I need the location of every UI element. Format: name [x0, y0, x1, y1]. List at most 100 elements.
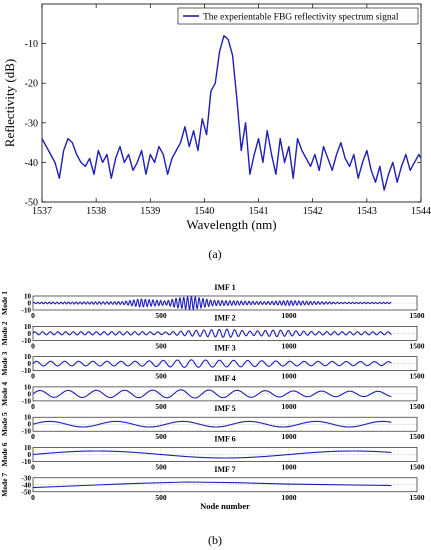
imf-x-tick-label: 1000	[282, 463, 297, 472]
imf-x-tick-label: 1500	[410, 341, 425, 350]
imf-x-tick-label: 1500	[410, 432, 425, 441]
imf-y-axis-label: Mode 1	[0, 291, 9, 315]
imf-signal-line	[32, 328, 392, 338]
imf-signal-line	[32, 295, 392, 311]
imf-x-tick-label: 1000	[282, 402, 297, 411]
imf-x-tick-label: 1500	[410, 493, 425, 502]
imf-y-tick-label: 0	[28, 300, 32, 308]
imf-y-tick-label: -10	[22, 397, 32, 405]
imf-y-tick-label: 0	[28, 330, 32, 338]
plot-frame	[41, 3, 422, 203]
imf-y-tick-label: 10	[24, 444, 32, 452]
imf-signal-line	[32, 420, 392, 428]
imf-x-tick-label: 500	[155, 432, 167, 441]
imf-title: IMF 1	[214, 283, 235, 292]
imf-title: IMF 2	[214, 313, 235, 322]
imf-signal-line	[32, 481, 392, 489]
y-tick-label: -20	[25, 79, 38, 90]
imf-y-axis-label: Mode 3	[0, 351, 9, 375]
x-tick-label: 1540	[194, 206, 214, 217]
legend: The experientable FBG reflectivity spect…	[177, 7, 419, 25]
imf-y-tick-label: 0	[28, 390, 32, 398]
imf-y-tick-label: -10	[22, 458, 32, 466]
imf-y-tick-label: -10	[22, 428, 32, 436]
panel-a-chart: 1537 1538 1539 1540 1541 1542 1543 1544 -50 -40 -3…	[2, 3, 431, 232]
imf-x-tick-label: 0	[31, 402, 35, 411]
imf-x-axis-label: Node number	[200, 501, 250, 511]
x-tick-label: 1544	[411, 206, 431, 217]
imf-title: IMF 5	[214, 404, 235, 413]
imf-y-tick-label: -30	[22, 474, 32, 482]
imf-signal-line	[32, 359, 392, 368]
imf-y-axis-label: Mode 6	[0, 442, 9, 466]
imf-x-tick-label: 1500	[410, 463, 425, 472]
spectrum-line	[41, 34, 422, 191]
y-tick-label: -50	[25, 198, 38, 209]
imf-y-axis-label: Mode 4	[0, 382, 9, 406]
legend-box	[177, 7, 419, 25]
x-axis-label: Wavelength (nm)	[186, 217, 276, 232]
imf-y-tick-label: -40	[22, 481, 32, 489]
imf-y-axis-label: Mode 7	[0, 473, 9, 497]
x-tick-label: 1541	[249, 206, 269, 217]
imf-x-tick-label: 1000	[282, 311, 297, 320]
imf-title: IMF 7	[214, 465, 235, 474]
imf-x-tick-label: 1000	[282, 341, 297, 350]
imf-x-tick-label: 500	[155, 493, 167, 502]
imf-x-tick-label: 500	[155, 311, 167, 320]
imf-y-tick-label: 0	[28, 451, 32, 459]
y-tick-label: -40	[25, 158, 38, 169]
y-axis-label: Reflectivity (dB)	[2, 59, 17, 147]
imf-y-tick-label: 10	[24, 353, 32, 361]
imf-signal-line	[32, 389, 392, 399]
imf-x-tick-label: 1500	[410, 372, 425, 381]
imf-title: IMF 4	[214, 374, 235, 383]
y-tick-label: -30	[25, 118, 38, 129]
legend-entry: The experientable FBG reflectivity spect…	[203, 12, 399, 23]
imf-x-tick-label: 1000	[282, 432, 297, 441]
imf-x-tick-label: 1000	[282, 372, 297, 381]
imf-y-tick-label: 10	[24, 414, 32, 422]
imf-y-tick-label: -10	[22, 307, 32, 315]
imf-y-tick-label: -10	[22, 337, 32, 345]
x-tick-label: 1538	[86, 206, 106, 217]
y-tick-label: -10	[25, 39, 38, 50]
imf-y-tick-label: 10	[24, 383, 32, 391]
x-tick-label: 1539	[140, 206, 160, 217]
imf-x-tick-label: 0	[31, 463, 35, 472]
imf-y-tick-label: -50	[22, 488, 32, 496]
imf-x-tick-label: 500	[155, 463, 167, 472]
imf-y-tick-label: -10	[22, 367, 32, 375]
imf-x-tick-label: 0	[31, 372, 35, 381]
imf-x-tick-label: 0	[31, 493, 35, 502]
imf-x-tick-label: 1500	[410, 402, 425, 411]
panel-a-label: (a)	[208, 247, 221, 261]
imf-y-axis-label: Mode 2	[0, 321, 9, 345]
imf-y-tick-label: 10	[24, 293, 32, 301]
imf-x-tick-label: 0	[31, 341, 35, 350]
imf-x-tick-label: 500	[155, 372, 167, 381]
x-tick-label: 1542	[303, 206, 323, 217]
imf-x-tick-label: 0	[31, 432, 35, 441]
imf-title: IMF 6	[214, 435, 235, 444]
imf-row-7: IMF 7 -30-40-50 Mode 7 0 500 1000 1500 Node num…	[0, 465, 425, 511]
imf-x-tick-label: 500	[155, 402, 167, 411]
imf-y-tick-label: 0	[28, 421, 32, 429]
imf-y-axis-label: Mode 5	[0, 412, 9, 436]
imf-y-tick-label: 0	[28, 360, 32, 368]
imf-x-tick-label: 1000	[282, 493, 297, 502]
x-tick-label: 1543	[357, 206, 377, 217]
imf-x-tick-label: 0	[31, 311, 35, 320]
x-tick-label: 1537	[32, 206, 52, 217]
imf-title: IMF 3	[214, 344, 235, 353]
imf-x-tick-label: 500	[155, 341, 167, 350]
imf-signal-line	[32, 450, 392, 459]
